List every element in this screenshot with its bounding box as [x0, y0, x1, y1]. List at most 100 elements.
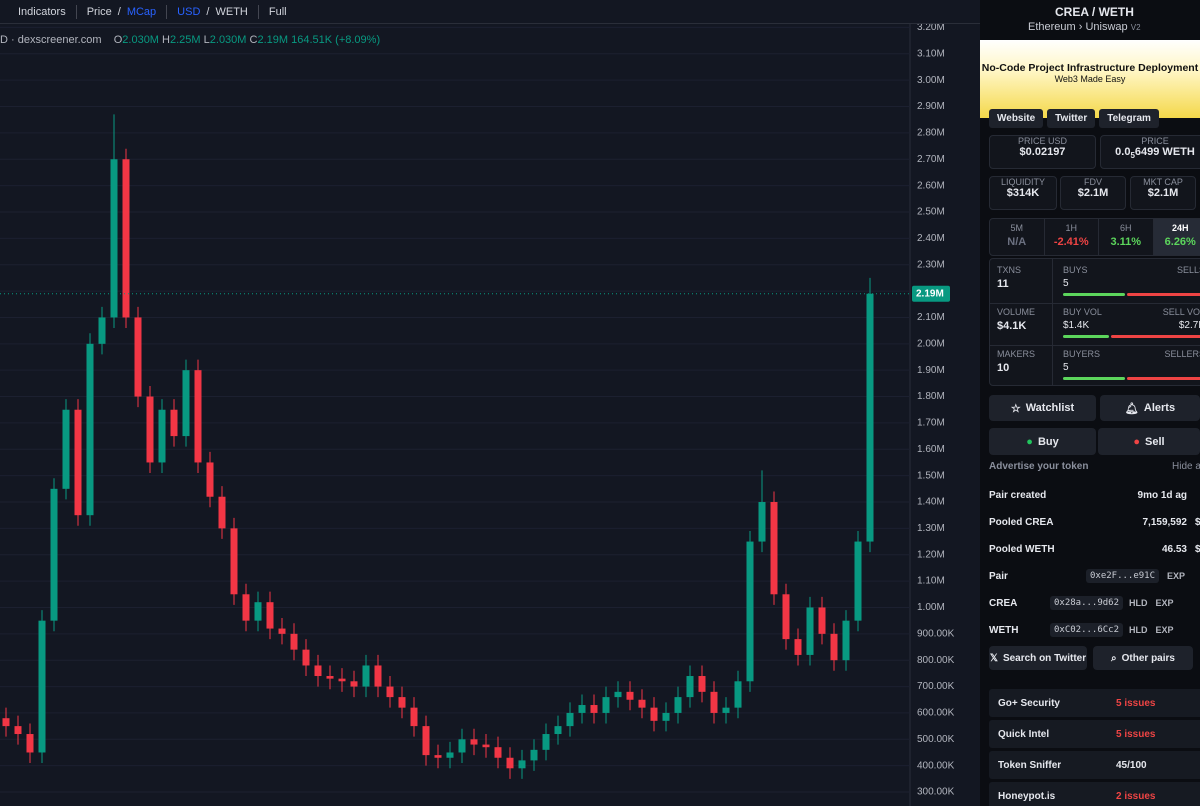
candle-body	[854, 541, 862, 621]
candle-body	[590, 705, 598, 713]
y-tick-label: 3.10M	[917, 48, 945, 59]
candle-body	[182, 370, 190, 437]
label: LIQUIDITY	[1000, 177, 1045, 187]
link-button[interactable]: Twitter	[1047, 109, 1096, 128]
link-button[interactable]: Website	[989, 109, 1044, 128]
candle-body	[26, 734, 34, 753]
candle-body	[50, 488, 58, 621]
y-tick-label: 2.90M	[917, 101, 945, 112]
candle-body	[698, 676, 706, 692]
stat-value: $2.7K	[1178, 320, 1200, 331]
audit-row[interactable]: Quick Intel 5 issues	[989, 720, 1200, 748]
ratio-bar-buy	[1063, 293, 1125, 296]
h-value: 2.25M	[170, 34, 201, 46]
address-chip[interactable]: 0xe2F...e91C	[1086, 569, 1160, 583]
candle-body	[350, 681, 358, 687]
stat-label: SELLS	[1176, 265, 1200, 275]
c-value: 2.19M	[257, 34, 289, 46]
buy-button[interactable]: ● Buy	[989, 428, 1096, 455]
stat-label: SELLERS	[1164, 349, 1200, 359]
ad-banner[interactable]: No-Code Project Infrastructure Deploymen…	[980, 40, 1200, 118]
quote: / WETH	[1091, 5, 1134, 19]
info-value: 9mo 1d ag	[1137, 489, 1187, 501]
candle-body	[662, 712, 670, 721]
indicators-button[interactable]: Indicators	[18, 5, 66, 18]
info-usd: $157	[1195, 516, 1200, 528]
timeframe[interactable]: 5M N/A	[990, 219, 1045, 255]
chain[interactable]: Ethereum	[1028, 21, 1076, 33]
price-native-box: PRICE 0.056499 WETH	[1100, 135, 1200, 169]
fdv-box: FDV $2.1M	[1060, 176, 1126, 210]
h-label: H	[162, 34, 170, 46]
address-row: WETH 0xC02...6Cc2 HLD EXP	[989, 620, 1200, 640]
stat-value: 10	[997, 362, 1010, 374]
y-tick-label: 2.10M	[917, 312, 945, 323]
alerts-button[interactable]: 🔔︎ Alerts	[1100, 395, 1200, 421]
timeframe-change: N/A	[1007, 236, 1027, 248]
audit-result: 2 issues	[1116, 790, 1156, 802]
candle-body	[842, 620, 850, 661]
info-label: Pair created	[989, 489, 1047, 501]
timeframe[interactable]: 1H -2.41%	[1045, 219, 1099, 255]
stat-value: $1.4K	[1063, 320, 1090, 331]
address-chip[interactable]: 0xC02...6Cc2	[1050, 623, 1124, 637]
y-tick-label: 3.00M	[917, 75, 945, 86]
candle-body	[458, 739, 466, 753]
candle-body	[122, 159, 130, 318]
l-value: 2.030M	[209, 34, 247, 46]
candle-body	[530, 749, 538, 761]
version: V2	[1130, 23, 1141, 32]
advertise-link[interactable]: Advertise your token	[989, 461, 1089, 472]
candle-body	[206, 462, 214, 497]
hld-link[interactable]: HLD	[1129, 625, 1148, 635]
candle-body	[806, 607, 814, 655]
value: $314K	[1006, 187, 1040, 199]
stat-value: 11	[997, 278, 1009, 290]
dex[interactable]: Uniswap	[1085, 21, 1128, 33]
candle-body	[98, 317, 106, 344]
timeframe-label: 24H	[1171, 223, 1189, 233]
candle-body	[410, 707, 418, 727]
search-twitter-button[interactable]: 𝕏 Search on Twitter	[989, 646, 1087, 670]
full-button[interactable]: Full	[268, 5, 287, 18]
exp-link[interactable]: EXP	[1155, 598, 1174, 608]
y-tick-label: 1.90M	[917, 365, 945, 376]
exp-link[interactable]: EXP	[1155, 625, 1174, 635]
timeframe[interactable]: 6H 3.11%	[1099, 219, 1154, 255]
sell-button[interactable]: ● Sell	[1098, 428, 1200, 455]
usd-toggle[interactable]: USD	[177, 5, 201, 18]
timeframe[interactable]: 24H 6.26%	[1153, 219, 1200, 255]
candle-body	[278, 628, 286, 634]
address-chip[interactable]: 0x28a...9d62	[1050, 596, 1124, 610]
link-button[interactable]: Telegram	[1099, 109, 1159, 128]
candle-body	[830, 633, 838, 661]
label: Search on Twitter	[1002, 652, 1087, 664]
hide-ad-link[interactable]: Hide a	[1172, 461, 1200, 472]
audit-name: Honeypot.is	[998, 790, 1056, 802]
ohlc-legend: D · dexscreener.com O2.030M H2.25M L2.03…	[0, 34, 380, 46]
candle-body	[494, 747, 502, 758]
hld-link[interactable]: HLD	[1129, 598, 1148, 608]
candle-body	[194, 370, 202, 463]
audit-row[interactable]: Token Sniffer 45/100	[989, 751, 1200, 779]
weth-toggle[interactable]: WETH	[215, 5, 248, 18]
mcap-toggle[interactable]: MCap	[126, 5, 157, 18]
watchlist-button[interactable]: ☆ Watchlist	[989, 395, 1096, 421]
exp-link[interactable]: EXP	[1167, 571, 1186, 581]
candle-body	[722, 707, 730, 713]
y-tick-label: 1.00M	[917, 602, 945, 613]
candle-body	[302, 649, 310, 666]
candle-body	[470, 739, 478, 745]
candle-body	[62, 409, 70, 489]
price-toggle[interactable]: Price	[86, 5, 112, 18]
audit-row[interactable]: Honeypot.is 2 issues	[989, 782, 1200, 806]
candle-body	[314, 665, 322, 677]
candle-body	[146, 396, 154, 463]
candle-body	[614, 691, 622, 698]
audit-row[interactable]: Go+ Security 5 issues	[989, 689, 1200, 717]
other-pairs-button[interactable]: ⌕ Other pairs	[1093, 646, 1193, 670]
l-label: L	[203, 34, 210, 46]
y-tick-label: 1.10M	[917, 576, 945, 587]
info-row: Pair created 9mo 1d ag	[989, 485, 1200, 505]
